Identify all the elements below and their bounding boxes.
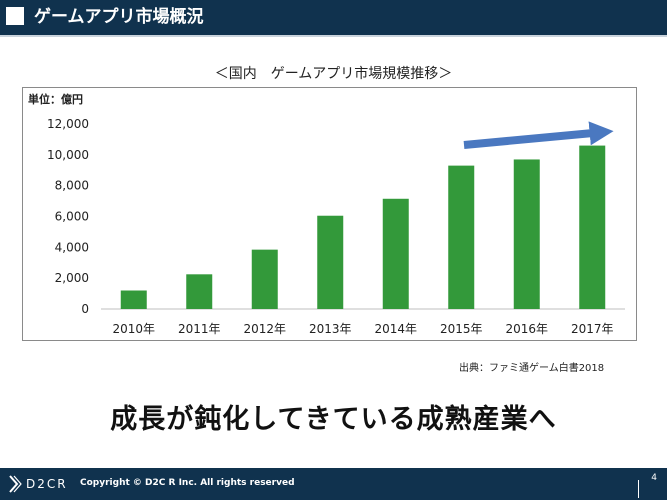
unit-label: 単位：億円 <box>28 92 83 106</box>
logo-text: D2CR <box>26 477 68 491</box>
header-bar: ゲームアプリ市場概況 <box>0 0 667 35</box>
bar-0 <box>120 290 147 309</box>
bar-2 <box>251 249 278 309</box>
y-tick-label: 6,000 <box>55 210 89 224</box>
page-divider <box>638 480 639 498</box>
x-tick-label: 2015年 <box>440 322 483 336</box>
bar-5 <box>448 165 475 309</box>
x-tick-label: 2013年 <box>309 322 352 336</box>
y-tick-label: 4,000 <box>55 240 89 254</box>
bar-7 <box>579 145 606 309</box>
copyright-text: Copyright © D2C R Inc. All rights reserv… <box>80 478 295 488</box>
footer-bar: D2CR Copyright © D2C R Inc. All rights r… <box>0 468 667 500</box>
d2cr-logo-icon <box>9 475 22 493</box>
header-square-icon <box>6 7 24 25</box>
bar-chart: 単位：億円 02,0004,0006,0008,00010,00012,000 … <box>28 92 625 336</box>
bar-1 <box>186 274 213 309</box>
y-tick-label: 10,000 <box>47 148 89 162</box>
chart-title: ＜国内 ゲームアプリ市場規模推移＞ <box>214 66 453 82</box>
x-tick-label: 2012年 <box>243 322 286 336</box>
header-divider <box>0 35 667 37</box>
key-message: 成長が鈍化してきている成熟産業へ <box>110 404 557 435</box>
trend-arrow <box>463 121 614 149</box>
bar-6 <box>513 159 540 309</box>
x-tick-label: 2017年 <box>571 322 614 336</box>
source-note: 出典：ファミ通ゲーム白書2018 <box>459 363 605 374</box>
d2cr-logo: D2CR <box>9 475 68 493</box>
x-tick-label: 2014年 <box>374 322 417 336</box>
y-tick-label: 2,000 <box>55 271 89 285</box>
page-title: ゲームアプリ市場概況 <box>34 7 204 27</box>
bar-4 <box>382 198 409 309</box>
y-tick-label: 8,000 <box>55 179 89 193</box>
page-number: 4 <box>651 473 657 483</box>
y-tick-label: 0 <box>81 302 89 316</box>
y-tick-label: 12,000 <box>47 117 89 131</box>
x-tick-label: 2016年 <box>505 322 548 336</box>
x-tick-label: 2011年 <box>178 322 221 336</box>
bar-3 <box>317 215 344 309</box>
x-tick-label: 2010年 <box>112 322 155 336</box>
